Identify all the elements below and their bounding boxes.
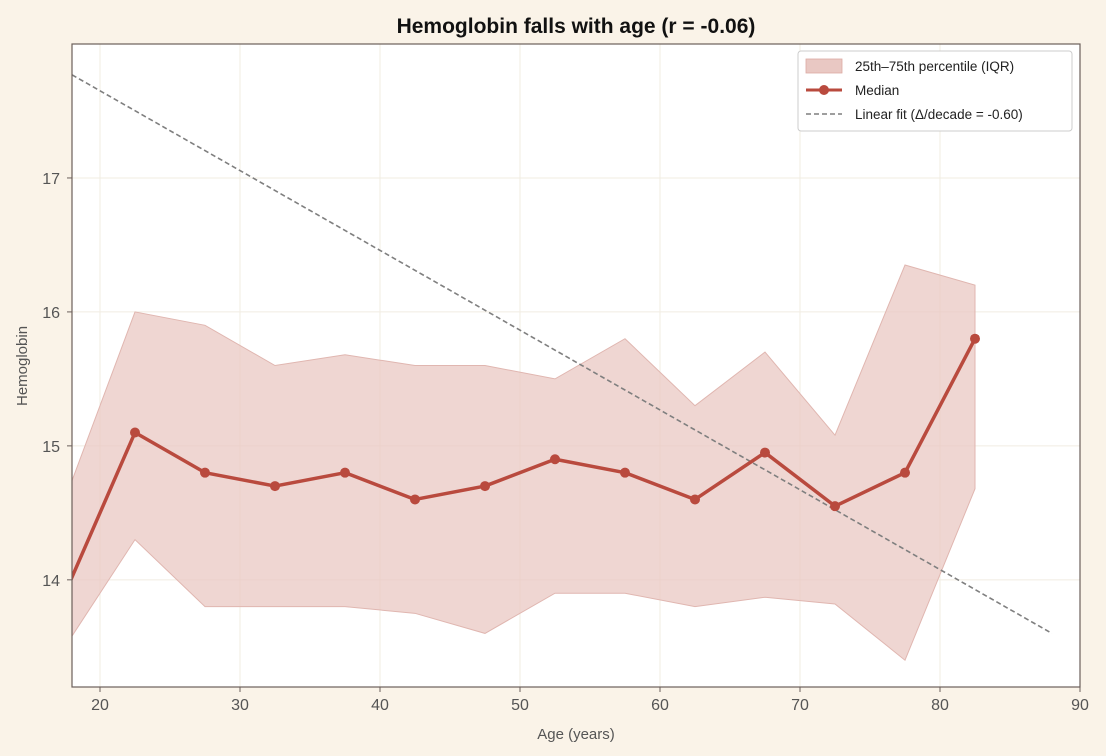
x-tick-label: 80 <box>931 697 949 714</box>
x-axis-label: Age (years) <box>537 726 615 743</box>
median-point <box>900 467 910 478</box>
median-point <box>550 454 560 465</box>
median-line <box>72 337 977 582</box>
legend-label-median: Median <box>855 83 899 98</box>
median-point <box>270 481 280 492</box>
median-point <box>410 494 420 505</box>
y-axis-label: Hemoglobin <box>14 326 31 406</box>
median-point <box>760 447 770 458</box>
y-tick-label: 16 <box>42 305 60 322</box>
chart-title: Hemoglobin falls with age (r = -0.06) <box>397 15 756 38</box>
x-tick-label: 30 <box>231 697 249 714</box>
median-point <box>200 467 210 478</box>
legend-label-fit: Linear fit (Δ/decade = -0.60) <box>855 107 1023 122</box>
median-point <box>130 427 140 438</box>
median-point <box>340 467 350 478</box>
y-tick-label: 15 <box>42 439 60 456</box>
legend-swatch-iqr <box>805 58 843 74</box>
median-point <box>830 501 840 512</box>
median-point <box>970 333 980 344</box>
legend: 25th–75th percentile (IQR) Median Linear… <box>797 50 1073 132</box>
linear-fit-line <box>72 74 1053 635</box>
x-tick-label: 90 <box>1071 697 1089 714</box>
median-point <box>620 467 630 478</box>
iqr-band <box>72 264 976 662</box>
y-tick-label: 17 <box>42 171 60 188</box>
x-tick-label: 70 <box>791 697 809 714</box>
plot-frame <box>71 43 1081 688</box>
x-tick-label: 60 <box>651 697 669 714</box>
data-marks <box>72 74 1053 662</box>
plot-content <box>72 74 1053 662</box>
x-tick-label: 20 <box>91 697 109 714</box>
y-tick-label: 14 <box>42 573 60 590</box>
x-tick-label: 40 <box>371 697 389 714</box>
axis-ticks: 20 30 40 50 60 70 80 90 14 15 16 17 <box>42 171 1089 714</box>
legend-marker-median <box>819 85 829 95</box>
legend-label-iqr: 25th–75th percentile (IQR) <box>855 59 1014 74</box>
legend-box <box>797 50 1073 132</box>
median-point <box>690 494 700 505</box>
median-point <box>480 481 490 492</box>
x-tick-label: 50 <box>511 697 529 714</box>
